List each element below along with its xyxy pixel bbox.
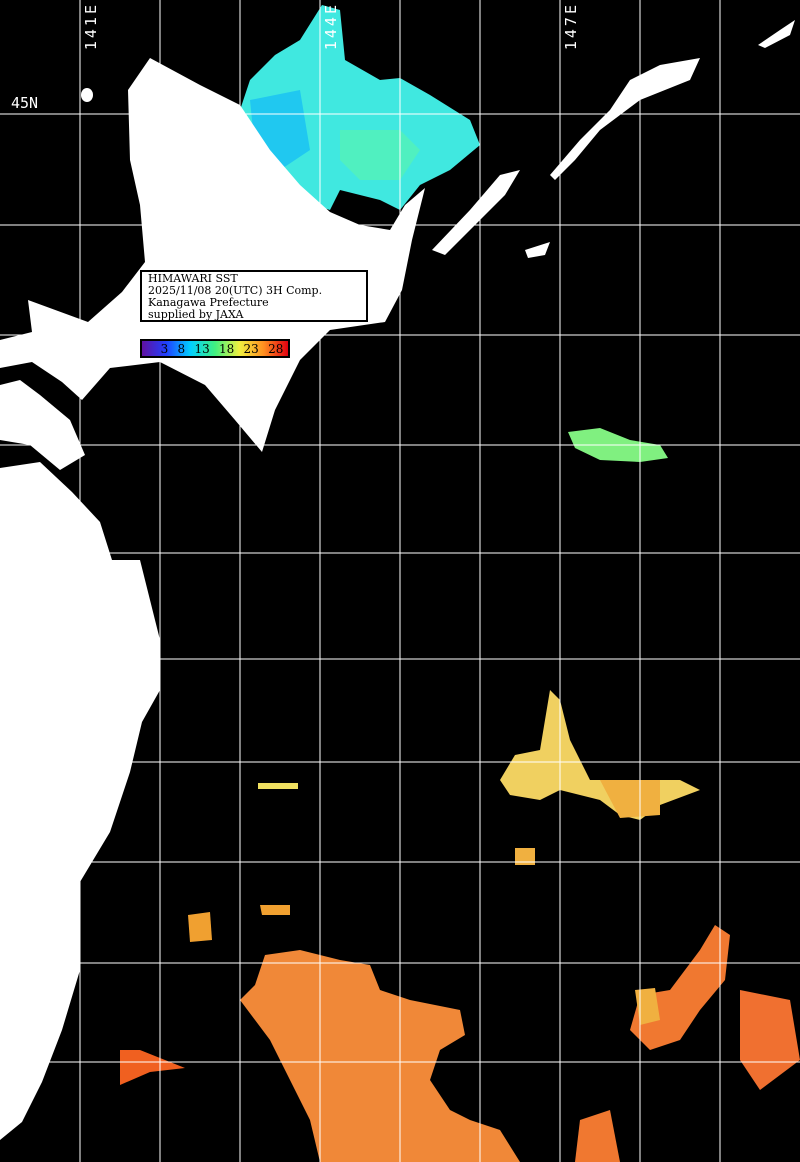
colorbar-legend: 3 8 13 18 23 28 — [140, 339, 290, 358]
info-title: HIMAWARI SST — [148, 272, 238, 285]
colorbar-tick: 8 — [177, 341, 186, 356]
colorbar-tick: 13 — [194, 341, 210, 356]
colorbar-tick: 23 — [243, 341, 259, 356]
info-box: HIMAWARI SST 2025/11/08 20(UTC) 3H Comp.… — [140, 270, 368, 322]
oshima-peninsula — [0, 380, 85, 470]
sst-warm-region — [188, 690, 700, 942]
longitude-label-144e: 144E — [322, 2, 340, 51]
info-region: Kanagawa Prefecture — [148, 296, 269, 309]
colorbar-tick: 28 — [268, 341, 284, 356]
colorbar-tick: 3 — [160, 341, 169, 356]
info-credit: supplied by JAXA — [148, 308, 244, 321]
latitude-label-45n: 45N — [11, 94, 39, 112]
colorbar-tick: 18 — [218, 341, 235, 356]
hokkaido — [0, 58, 425, 452]
kuril-islands — [432, 20, 795, 258]
sst-hot-region — [120, 925, 800, 1162]
longitude-label-141e: 141E — [82, 2, 100, 51]
info-datetime: 2025/11/08 20(UTC) 3H Comp. — [148, 284, 323, 297]
longitude-label-147e: 147E — [562, 2, 580, 51]
